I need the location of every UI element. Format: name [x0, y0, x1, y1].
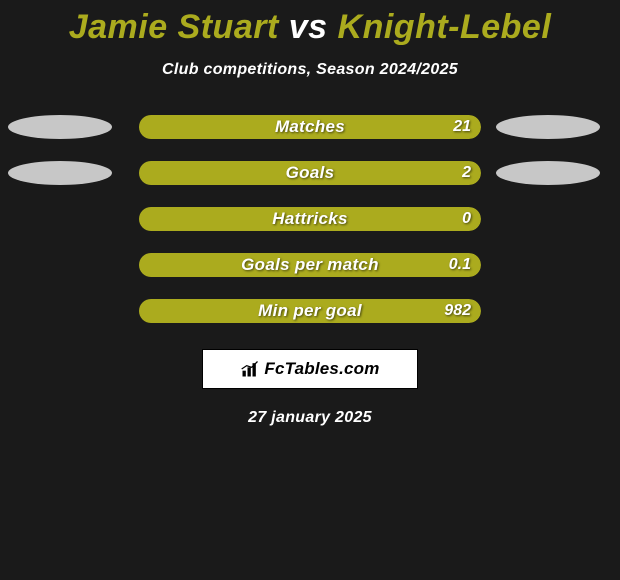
stat-row: Min per goal982 [0, 299, 620, 323]
bar-chart-icon [240, 359, 260, 379]
stat-row: Goals2 [0, 161, 620, 185]
right-blob [496, 161, 600, 185]
stat-bar: Goals per match0.1 [139, 253, 481, 277]
left-blob [8, 115, 112, 139]
stat-value-right: 21 [453, 118, 471, 136]
comparison-card: Jamie Stuart vs Knight-Lebel Club compet… [0, 0, 620, 427]
stat-label: Hattricks [139, 209, 481, 229]
stat-row: Hattricks0 [0, 207, 620, 231]
stat-value-right: 982 [444, 302, 471, 320]
stats-rows: Matches21 Goals2 Hattricks0 Goals per match… [0, 115, 620, 323]
stat-row: Goals per match0.1 [0, 253, 620, 277]
stat-label: Min per goal [139, 301, 481, 321]
stat-value-right: 0 [462, 210, 471, 228]
branding-badge[interactable]: FcTables.com [202, 349, 418, 389]
player1-name: Jamie Stuart [69, 8, 279, 46]
stat-label: Goals [139, 163, 481, 183]
vs-separator: vs [289, 8, 328, 46]
stat-label: Goals per match [139, 255, 481, 275]
stat-bar: Goals2 [139, 161, 481, 185]
stat-value-right: 2 [462, 164, 471, 182]
stat-bar: Hattricks0 [139, 207, 481, 231]
stat-label: Matches [139, 117, 481, 137]
left-blob [8, 161, 112, 185]
stat-row: Matches21 [0, 115, 620, 139]
stat-value-right: 0.1 [449, 256, 471, 274]
right-blob [496, 115, 600, 139]
stat-bar: Matches21 [139, 115, 481, 139]
stat-bar: Min per goal982 [139, 299, 481, 323]
date-label: 27 january 2025 [248, 409, 372, 427]
branding-text: FcTables.com [264, 359, 379, 379]
page-title: Jamie Stuart vs Knight-Lebel [69, 8, 552, 47]
player2-name: Knight-Lebel [338, 8, 552, 46]
subtitle: Club competitions, Season 2024/2025 [162, 61, 458, 79]
